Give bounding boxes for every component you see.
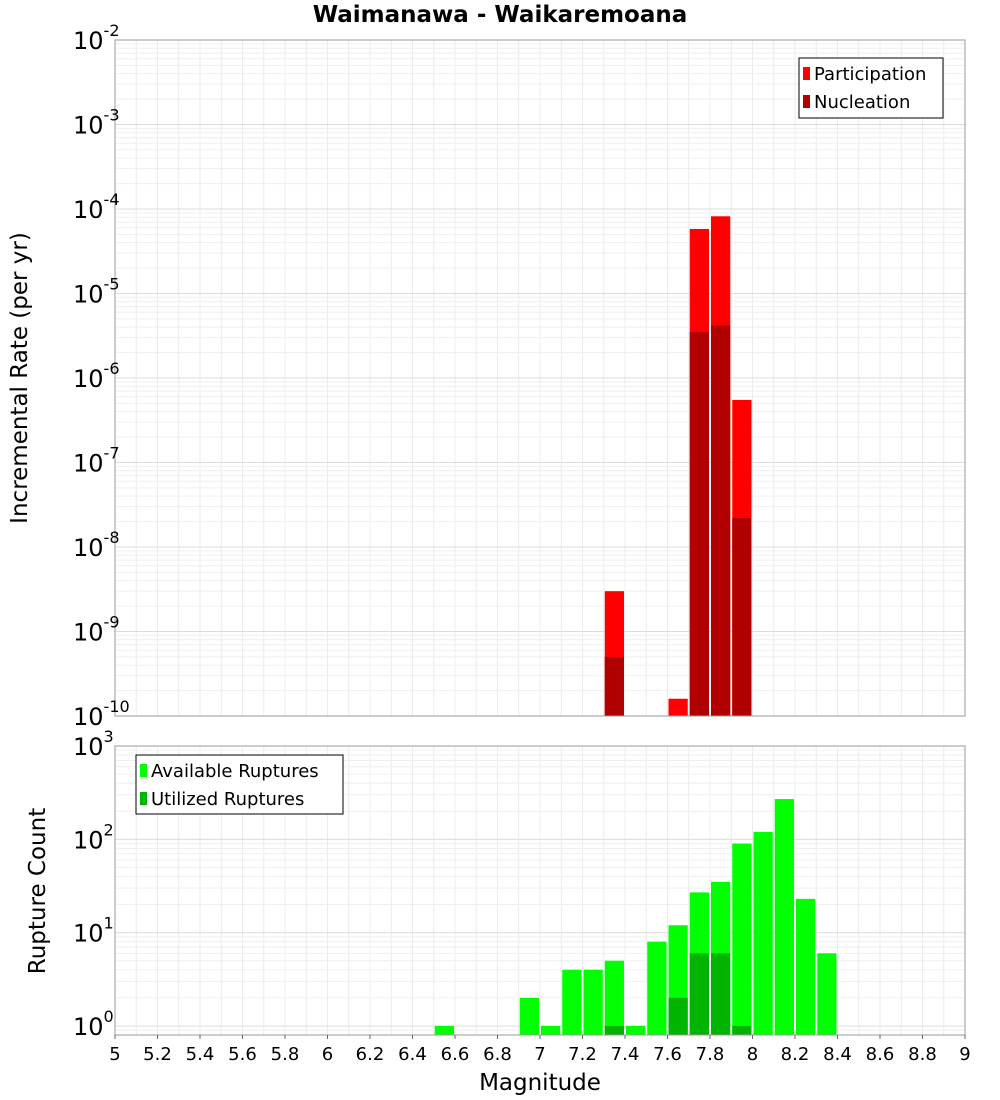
bottom-y-axis-label: Rupture Count — [25, 808, 51, 974]
count-bar-utilized-ruptures — [604, 1025, 624, 1035]
count-bar-available-ruptures — [562, 969, 582, 1035]
y-tick-label: 10-9 — [73, 613, 120, 647]
legend-label: Participation — [814, 64, 926, 85]
y-tick-label: 10-6 — [73, 359, 120, 393]
x-tick-label: 6.2 — [356, 1044, 385, 1065]
y-tick-label: 103 — [73, 727, 114, 761]
count-bar-utilized-ruptures — [668, 997, 688, 1035]
legend: Available Ruptures Utilized Ruptures — [135, 754, 344, 815]
legend-swatch — [140, 792, 147, 805]
y-tick-label: 100 — [73, 1007, 114, 1041]
rate-bar-nucleation — [689, 332, 709, 716]
count-bar-available-ruptures — [753, 831, 773, 1035]
y-tick-label: 10-3 — [73, 106, 120, 140]
rate-bar-nucleation — [732, 518, 752, 716]
x-tick-label: 5.4 — [186, 1044, 215, 1065]
legend-box — [798, 57, 944, 119]
plot-frame — [114, 39, 966, 717]
legend-label: Nucleation — [814, 92, 910, 113]
y-tick-label: 10-10 — [73, 697, 130, 731]
bars — [604, 216, 752, 717]
x-tick-label: 7 — [534, 1044, 545, 1065]
x-tick-label: 8.8 — [908, 1044, 937, 1065]
y-tick-label: 10-5 — [73, 275, 120, 309]
x-tick-label: 8 — [747, 1044, 758, 1065]
x-tick-label: 6 — [322, 1044, 333, 1065]
x-tick-label: 7.6 — [653, 1044, 682, 1065]
x-tick-label: 9 — [959, 1044, 970, 1065]
count-bar-available-ruptures — [817, 953, 837, 1035]
x-tick-label: 5 — [109, 1044, 120, 1065]
x-tick-label: 6.8 — [483, 1044, 512, 1065]
x-tick-label: 5.6 — [228, 1044, 257, 1065]
count-bar-available-ruptures — [604, 960, 624, 1035]
legend: Participation Nucleation — [798, 57, 944, 119]
count-bar-available-ruptures — [732, 843, 752, 1035]
x-tick-label: 8.2 — [781, 1044, 810, 1065]
legend-swatch — [803, 67, 810, 80]
x-tick-label: 6.6 — [441, 1044, 470, 1065]
legend-box — [135, 754, 344, 815]
x-tick-label: 7.2 — [568, 1044, 597, 1065]
bars — [434, 799, 837, 1035]
y-tick-label: 10-8 — [73, 528, 120, 562]
count-bar-available-ruptures — [541, 1025, 561, 1035]
y-tick-label: 101 — [73, 914, 114, 948]
count-bar-available-ruptures — [774, 799, 794, 1035]
y-tick-label: 10-2 — [73, 21, 120, 55]
rate-bar-participation — [668, 698, 688, 716]
count-bar-available-ruptures — [434, 1025, 454, 1035]
x-tick-label: 8.6 — [866, 1044, 895, 1065]
count-bar-utilized-ruptures — [711, 953, 731, 1035]
legend-label: Utilized Ruptures — [151, 789, 304, 810]
count-bar-available-ruptures — [519, 997, 539, 1035]
count-bar-utilized-ruptures — [732, 1025, 752, 1035]
count-bar-available-ruptures — [796, 898, 816, 1035]
x-tick-label: 6.4 — [398, 1044, 427, 1065]
x-tick-label: 5.2 — [143, 1044, 172, 1065]
grid — [114, 39, 966, 717]
x-tick-label: 7.4 — [611, 1044, 640, 1065]
rate-bar-nucleation — [711, 325, 731, 716]
x-tick-label: 8.4 — [823, 1044, 852, 1065]
y-tick-label: 10-4 — [73, 190, 120, 224]
count-bar-available-ruptures — [626, 1025, 646, 1035]
y-tick-label: 10-7 — [73, 444, 120, 478]
top-y-axis-label: Incremental Rate (per yr) — [7, 232, 33, 524]
x-axis-label: Magnitude — [479, 1070, 601, 1096]
x-tick-label: 7.8 — [696, 1044, 725, 1065]
y-tick-label: 102 — [73, 820, 114, 854]
legend-swatch — [140, 764, 147, 777]
count-bar-available-ruptures — [647, 941, 667, 1035]
count-bar-utilized-ruptures — [689, 953, 709, 1035]
legend-swatch — [803, 95, 810, 108]
x-tick-label: 5.8 — [271, 1044, 300, 1065]
count-bar-available-ruptures — [583, 969, 603, 1035]
rupture-count-panel: 103 102 101 100 5 5.2 5.4 5.6 5.8 6 6.2 6.4 6.6 6.8 7 7… — [73, 727, 971, 1065]
rate-bar-nucleation — [604, 656, 624, 716]
chart-title: Waimanawa - Waikaremoana — [313, 2, 688, 28]
rate-panel: 10-2 10-3 10-4 10-5 10-6 10-7 10-8 10-9 10-10 Par… — [73, 21, 966, 731]
legend-label: Available Ruptures — [151, 761, 319, 782]
